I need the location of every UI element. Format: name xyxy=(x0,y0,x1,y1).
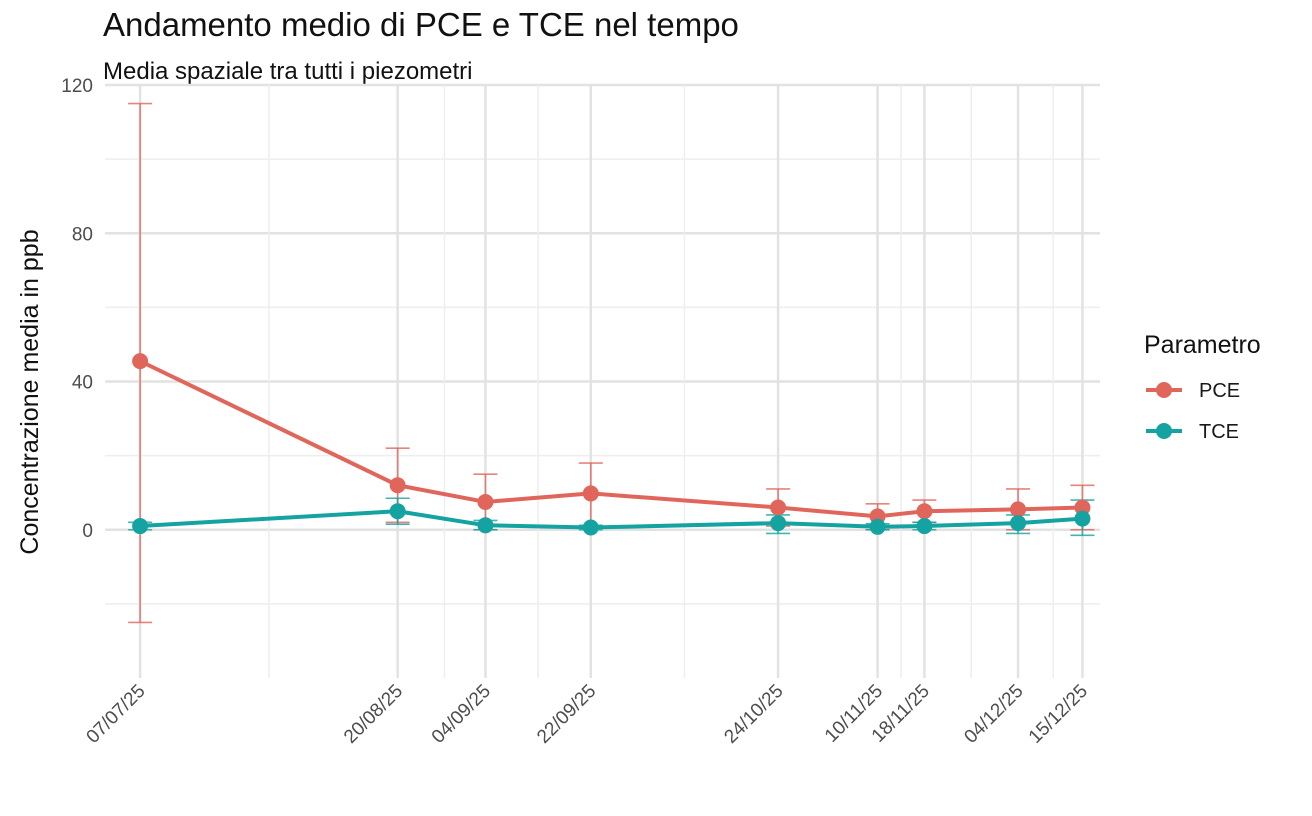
series-points xyxy=(132,353,1091,536)
data-point-tce xyxy=(770,515,787,532)
data-point-pce xyxy=(389,477,406,494)
legend-key-point-pce xyxy=(1156,382,1172,398)
chart-title: Andamento medio di PCE e TCE nel tempo xyxy=(103,6,739,43)
series-line-tce xyxy=(140,509,1083,530)
data-point-pce xyxy=(916,503,933,520)
data-point-pce xyxy=(477,493,494,510)
x-tick-label: 04/09/25 xyxy=(428,681,495,748)
x-axis: 07/07/25 20/08/25 04/09/25 22/09/25 24/10/25… xyxy=(83,681,1092,748)
legend-key-point-tce xyxy=(1156,423,1172,439)
data-point-tce xyxy=(869,518,886,535)
data-point-tce xyxy=(477,517,494,534)
series-line-pce xyxy=(139,359,1083,519)
error-bars xyxy=(128,102,1095,624)
data-point-tce xyxy=(916,518,933,535)
data-point-tce xyxy=(132,518,149,535)
y-axis: 0 40 80 120 xyxy=(61,76,93,542)
x-tick-label: 24/10/25 xyxy=(720,681,787,748)
grid-layer xyxy=(105,83,1100,678)
series-lines xyxy=(139,359,1083,530)
x-tick-label: 15/12/25 xyxy=(1025,681,1092,748)
data-point-pce xyxy=(582,485,599,502)
y-tick-label: 120 xyxy=(61,76,93,97)
chart-subtitle: Media spaziale tra tutti i piezometri xyxy=(103,58,473,85)
x-tick-label: 07/07/25 xyxy=(83,681,150,748)
x-tick-label: 22/09/25 xyxy=(533,681,600,748)
legend: Parametro PCE TCE xyxy=(1144,331,1261,443)
data-point-tce xyxy=(389,503,406,520)
y-tick-label: 40 xyxy=(72,373,93,394)
data-point-tce xyxy=(1074,510,1091,527)
legend-title: Parametro xyxy=(1144,331,1261,359)
data-point-tce xyxy=(1010,515,1027,532)
legend-label-tce: TCE xyxy=(1199,421,1239,443)
data-point-pce xyxy=(1010,501,1027,518)
data-point-pce xyxy=(770,499,787,516)
x-tick-label: 20/08/25 xyxy=(340,681,407,748)
y-tick-label: 80 xyxy=(72,224,93,245)
x-tick-label: 04/12/25 xyxy=(960,681,1027,748)
y-tick-label: 0 xyxy=(82,521,93,542)
y-axis-label: Concentrazione media in ppb xyxy=(16,229,44,554)
data-point-tce xyxy=(582,519,599,536)
data-point-pce xyxy=(1074,499,1091,516)
data-point-pce xyxy=(132,353,149,370)
legend-label-pce: PCE xyxy=(1199,380,1240,402)
